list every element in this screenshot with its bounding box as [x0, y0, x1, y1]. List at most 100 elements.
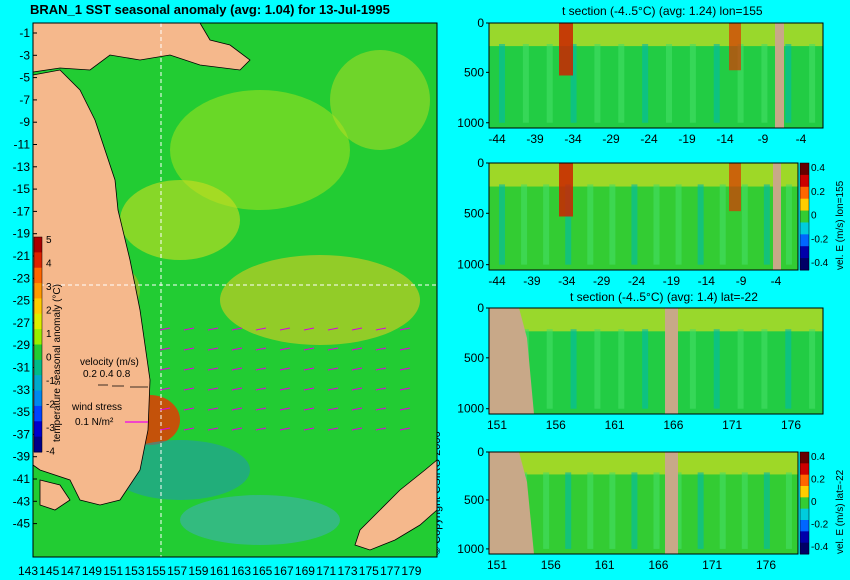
section-streak	[666, 44, 672, 123]
map-y-tick-label: -9	[19, 115, 30, 129]
section-streak	[499, 184, 505, 265]
velocity-colorbar-swatch	[800, 474, 809, 487]
colorbar-swatch	[34, 283, 42, 299]
section-streak	[785, 472, 792, 549]
map-y-tick-label: -45	[13, 517, 31, 531]
wind-arrow	[183, 427, 195, 431]
section-x-tick-label: 156	[546, 418, 566, 432]
section-streak	[522, 44, 529, 123]
section-y-tick-label: 0	[477, 156, 484, 170]
colorbar-tick-label: 3	[46, 282, 52, 293]
velocity-colorbar-swatch	[800, 234, 809, 247]
velocity-colorbar-tick: -0.4	[811, 542, 829, 553]
colorbar-swatch	[34, 344, 42, 361]
section-streak	[521, 184, 528, 265]
colorbar-swatch	[34, 405, 42, 422]
section-frame	[488, 162, 799, 271]
colorbar-tick-label: -2	[46, 400, 55, 411]
wind-arrow	[399, 347, 411, 351]
section-streak	[609, 184, 616, 265]
velocity-legend-values: 0.2 0.4 0.8	[83, 369, 131, 380]
map-x-tick-label: 165	[252, 564, 272, 578]
colorbar-swatch	[34, 436, 42, 453]
wind-arrow	[375, 327, 387, 331]
map-y-ticks: -1 -3 -5 -7 -9 -11 -13 -15 -17 -19 -21 -23 -25 -27 -29…	[13, 26, 37, 531]
wind-arrow	[159, 347, 171, 351]
colorbar-swatch	[34, 252, 42, 269]
map-y-tick-label: -29	[13, 338, 31, 352]
wind-arrow	[159, 407, 171, 411]
wind-legend-label: wind stress	[71, 402, 122, 413]
colorbar-swatch	[34, 329, 42, 345]
wind-arrow	[399, 367, 411, 371]
velocity-colorbar-tick: 0	[811, 211, 817, 222]
velocity-colorbar-tick: -0.4	[811, 258, 829, 269]
velocity-colorbar-tick: -0.2	[811, 520, 829, 531]
section-streak	[675, 184, 682, 265]
main-colorbar: 5 4 3 2 1 0 -1 -2 -3 -4 temperature seasonal anom…	[33, 235, 63, 458]
section-y-tick-label: 0	[477, 445, 484, 459]
section-x-tick-label: -9	[736, 274, 747, 288]
section-y-tick-label: 500	[464, 493, 484, 507]
colorbar-tick-label: 1	[46, 329, 52, 340]
section-streak	[642, 329, 649, 409]
colorbar-tick-label: -1	[46, 376, 55, 387]
map-x-tick-label: 143	[18, 564, 38, 578]
colorbar-swatch	[34, 359, 42, 376]
colorbar-swatch	[34, 313, 42, 330]
wind-arrow	[279, 427, 291, 431]
section-streak	[631, 472, 638, 549]
section-panel-1[interactable]: 0 500 1000 -44 -39 -34 -29 -24 -19 -14 -9 -4	[457, 16, 824, 146]
wind-arrow	[231, 407, 243, 411]
wind-stress-arrows	[159, 327, 411, 431]
map-y-tick-label: -1	[19, 26, 30, 40]
colorbar-swatch	[34, 390, 42, 407]
velocity-colorbar-tick: 0	[811, 497, 817, 508]
section-streak	[499, 44, 505, 123]
section-x-tick-label: -14	[698, 274, 716, 288]
velocity-colorbar-swatch	[800, 531, 809, 544]
section-streak	[697, 472, 704, 549]
wind-arrow	[255, 407, 267, 411]
wind-arrow	[303, 427, 315, 431]
map-x-tick-label: 169	[295, 564, 315, 578]
map-y-tick-label: -23	[13, 271, 31, 285]
map-x-tick-label: 159	[188, 564, 208, 578]
section-x-tick-label: -9	[758, 132, 769, 146]
velocity-colorbar-tick: 0.2	[811, 187, 825, 198]
velocity-colorbar-swatch	[800, 198, 809, 212]
velocity-colorbar-frame	[799, 451, 810, 555]
wind-arrow	[375, 407, 387, 411]
section-x-tick-label: -39	[526, 132, 544, 146]
map-frame	[32, 22, 438, 558]
wind-arrow	[375, 427, 387, 431]
map-x-tick-label: 179	[401, 564, 421, 578]
wind-arrow	[255, 327, 267, 331]
wind-arrow	[207, 407, 219, 411]
wind-arrow	[231, 367, 243, 371]
section-y-tick-label: 1000	[457, 542, 484, 556]
wind-arrow	[303, 387, 315, 391]
wind-arrow	[159, 327, 171, 331]
section-streak	[785, 44, 792, 123]
section-surface-band	[489, 23, 823, 47]
section-streak	[737, 44, 744, 123]
section-x-tick-label: -24	[640, 132, 658, 146]
section-hot-spot	[729, 163, 741, 212]
colorbar-swatch	[34, 237, 42, 253]
australia-land	[32, 69, 151, 506]
section-streak	[565, 184, 572, 265]
section-panel-2[interactable]: 0 500 1000 -44 -39 -34 -29 -24 -19 -14 -9 -4 0.4 0.2 0…	[457, 156, 846, 288]
section-streak	[689, 329, 696, 409]
map-y-tick-label: -5	[19, 71, 30, 85]
section-streak	[741, 184, 748, 265]
wind-legend-value: 0.1 N/m²	[75, 417, 114, 428]
velocity-colorbar-swatch	[800, 174, 809, 188]
main-map[interactable]: -1-3-5-7-9-11-13-15-17-19-21-23-25-27-29…	[13, 22, 438, 578]
colorbar-tick-label: -4	[46, 447, 55, 458]
section-surface-band	[489, 163, 798, 187]
section-y-tick-label: 500	[464, 65, 484, 79]
map-y-tick-label: -41	[13, 472, 31, 486]
